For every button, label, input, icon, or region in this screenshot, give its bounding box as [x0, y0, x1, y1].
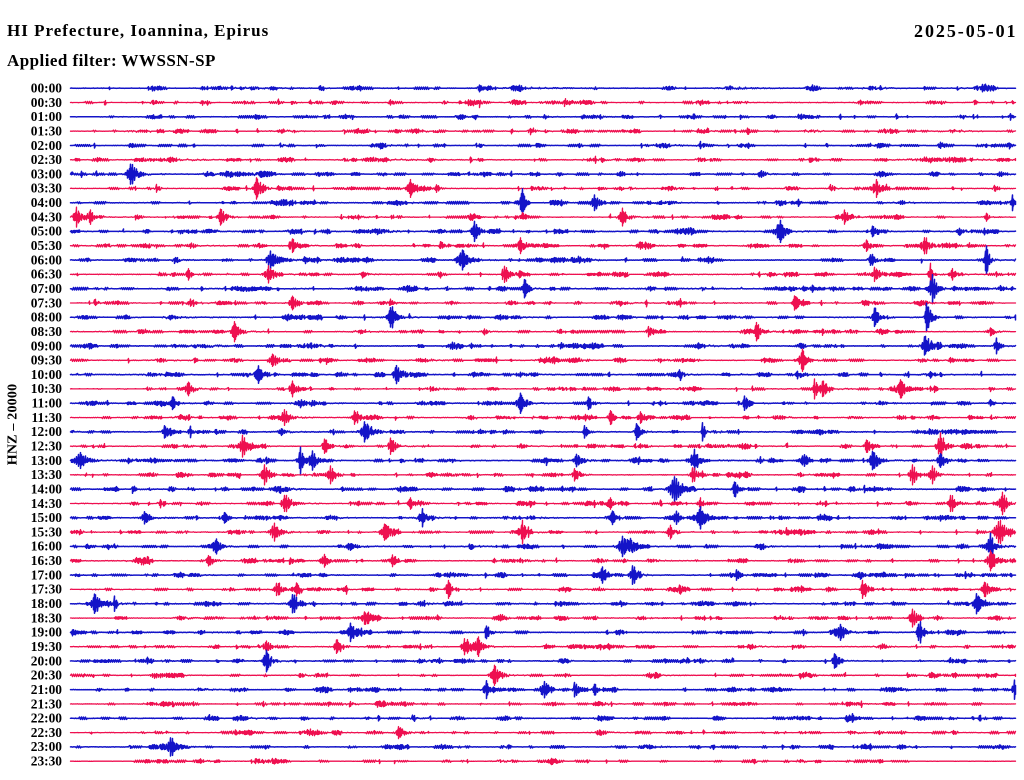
svg-text:15:30: 15:30	[31, 524, 63, 539]
svg-text:15:00: 15:00	[31, 510, 63, 525]
svg-text:08:00: 08:00	[31, 310, 63, 325]
svg-text:12:30: 12:30	[31, 439, 63, 454]
svg-text:09:00: 09:00	[31, 338, 63, 353]
svg-text:01:00: 01:00	[31, 109, 63, 124]
svg-text:08:30: 08:30	[31, 324, 63, 339]
svg-text:17:00: 17:00	[31, 567, 63, 582]
svg-text:07:00: 07:00	[31, 281, 63, 296]
svg-text:11:30: 11:30	[31, 410, 62, 425]
svg-text:2025-05-01: 2025-05-01	[914, 21, 1018, 41]
svg-text:22:00: 22:00	[31, 711, 63, 726]
svg-text:HNZ – 20000: HNZ – 20000	[6, 384, 21, 466]
svg-text:22:30: 22:30	[31, 725, 63, 740]
svg-text:16:00: 16:00	[31, 539, 63, 554]
svg-text:16:30: 16:30	[31, 553, 63, 568]
svg-text:21:30: 21:30	[31, 696, 63, 711]
svg-text:HI Prefecture, Ioannina, Epiru: HI Prefecture, Ioannina, Epirus	[7, 21, 269, 40]
svg-text:20:00: 20:00	[31, 653, 63, 668]
svg-text:19:00: 19:00	[31, 625, 63, 640]
svg-text:03:00: 03:00	[31, 166, 63, 181]
svg-text:05:30: 05:30	[31, 238, 63, 253]
svg-text:04:00: 04:00	[31, 195, 63, 210]
svg-text:23:00: 23:00	[31, 739, 63, 754]
svg-text:03:30: 03:30	[31, 181, 63, 196]
svg-text:09:30: 09:30	[31, 353, 63, 368]
svg-text:14:30: 14:30	[31, 496, 63, 511]
svg-text:13:30: 13:30	[31, 467, 63, 482]
svg-text:05:00: 05:00	[31, 224, 63, 239]
svg-text:14:00: 14:00	[31, 482, 63, 497]
svg-text:17:30: 17:30	[31, 582, 63, 597]
svg-text:00:30: 00:30	[31, 95, 63, 110]
svg-text:02:30: 02:30	[31, 152, 63, 167]
svg-text:19:30: 19:30	[31, 639, 63, 654]
svg-text:04:30: 04:30	[31, 209, 63, 224]
svg-text:23:30: 23:30	[31, 754, 63, 769]
svg-text:06:00: 06:00	[31, 252, 63, 267]
svg-text:10:00: 10:00	[31, 367, 63, 382]
svg-text:20:30: 20:30	[31, 668, 63, 683]
svg-text:21:00: 21:00	[31, 682, 63, 697]
svg-text:06:30: 06:30	[31, 267, 63, 282]
svg-text:12:00: 12:00	[31, 424, 63, 439]
svg-text:07:30: 07:30	[31, 295, 63, 310]
svg-text:18:30: 18:30	[31, 610, 63, 625]
svg-text:18:00: 18:00	[31, 596, 63, 611]
svg-text:11:00: 11:00	[31, 396, 62, 411]
svg-text:10:30: 10:30	[31, 381, 63, 396]
svg-text:02:00: 02:00	[31, 138, 63, 153]
svg-text:01:30: 01:30	[31, 124, 63, 139]
svg-text:13:00: 13:00	[31, 453, 63, 468]
svg-text:00:00: 00:00	[31, 81, 63, 96]
svg-text:Applied filter: WWSSN-SP: Applied filter: WWSSN-SP	[7, 51, 216, 70]
